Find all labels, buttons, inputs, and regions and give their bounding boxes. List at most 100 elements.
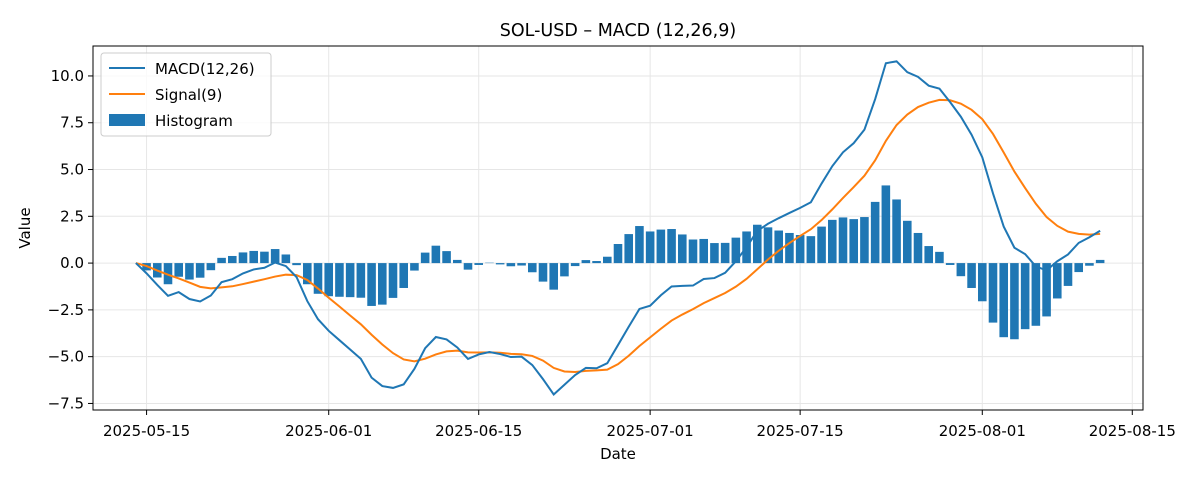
- histogram-bar: [699, 238, 708, 264]
- histogram-bar: [817, 226, 826, 264]
- histogram-bar: [838, 217, 848, 264]
- histogram-bar: [688, 239, 698, 264]
- histogram-bar: [1020, 263, 1030, 330]
- histogram-bar: [870, 201, 880, 264]
- y-axis-label: Value: [16, 207, 34, 248]
- y-axis: 10.0 7.5 5.0 2.5 0.0 −2.5 −5.0 −7.5: [48, 67, 93, 412]
- histogram-bar: [785, 232, 794, 264]
- histogram-bar: [174, 263, 183, 277]
- histogram-bar: [656, 229, 666, 264]
- x-axis: 2025-05-15 2025-06-01 2025-06-15 2025-07-01…: [103, 410, 1176, 440]
- histogram-bar: [1010, 263, 1019, 340]
- macd-line: [135, 60, 1101, 396]
- histogram-bar: [270, 249, 280, 264]
- histogram-bar: [292, 263, 301, 266]
- legend-macd-label: MACD(12,26): [155, 60, 255, 78]
- histogram-bar: [806, 236, 816, 264]
- histogram-bar: [613, 244, 623, 264]
- histogram-bar: [903, 220, 912, 264]
- histogram-bar: [528, 263, 537, 273]
- y-tick-label: −5.0: [48, 348, 84, 366]
- plot-frame: [92, 45, 1144, 411]
- y-tick-label: 0.0: [60, 254, 84, 272]
- x-tick-label: 2025-06-01: [285, 422, 372, 440]
- y-tick-label: −2.5: [48, 301, 84, 319]
- x-tick-label: 2025-08-15: [1089, 422, 1176, 440]
- histogram-bar: [763, 227, 773, 264]
- y-tick-label: 2.5: [60, 207, 84, 225]
- histogram-bar: [624, 234, 633, 264]
- legend-histogram-swatch: [109, 114, 145, 126]
- x-tick-label: 2025-07-01: [607, 422, 694, 440]
- histogram-bar: [988, 263, 998, 323]
- histogram-bar: [678, 234, 687, 264]
- histogram-bar: [238, 252, 248, 264]
- x-tick-label: 2025-08-01: [939, 422, 1026, 440]
- legend-histogram-label: Histogram: [155, 112, 233, 130]
- histogram-bar: [281, 254, 291, 264]
- histogram-bar: [667, 229, 676, 264]
- histogram-bar: [228, 255, 237, 264]
- histogram-bar: [935, 251, 944, 264]
- histogram-bar: [999, 263, 1008, 338]
- histogram-bar: [549, 263, 558, 290]
- histogram-bar: [828, 219, 837, 264]
- histogram-bar: [1085, 263, 1094, 266]
- histogram-bar: [495, 263, 505, 265]
- histogram-bar: [560, 263, 569, 277]
- histogram-bar: [1095, 259, 1105, 264]
- chart-title: SOL-USD – MACD (12,26,9): [500, 21, 736, 41]
- histogram-bar: [195, 263, 205, 278]
- y-tick-label: −7.5: [48, 394, 84, 412]
- histogram-bar: [710, 243, 719, 264]
- histogram-bar: [645, 231, 655, 264]
- histogram-bar: [1074, 263, 1083, 273]
- histogram-bar: [892, 199, 901, 264]
- histogram-bar: [217, 257, 226, 264]
- histogram-bar: [356, 263, 366, 298]
- x-tick-label: 2025-05-15: [103, 422, 190, 440]
- histogram-bar: [570, 263, 580, 267]
- x-tick-label: 2025-07-15: [757, 422, 844, 440]
- legend: MACD(12,26) Signal(9) Histogram: [100, 52, 272, 137]
- histogram-bar: [581, 260, 591, 264]
- histogram-bar: [463, 263, 473, 270]
- histogram-bar: [603, 256, 612, 264]
- histogram-bar: [731, 237, 741, 264]
- histogram-bar: [795, 235, 805, 264]
- histogram-bar: [849, 219, 858, 264]
- histogram-bar: [860, 217, 869, 264]
- histogram-bar: [313, 263, 323, 294]
- signal-line: [135, 98, 1101, 374]
- histogram-bars: [131, 185, 1105, 340]
- histogram-bar: [753, 224, 762, 264]
- histogram-bar: [1063, 263, 1073, 286]
- histogram-bar: [249, 250, 258, 264]
- histogram-bar: [431, 245, 441, 264]
- y-tick-label: 5.0: [60, 161, 84, 179]
- histogram-bar: [978, 263, 987, 302]
- legend-signal-label: Signal(9): [155, 86, 222, 104]
- histogram-bar: [324, 263, 333, 297]
- histogram-bar: [442, 251, 451, 264]
- histogram-bar: [474, 263, 483, 265]
- histogram-bar: [388, 263, 398, 298]
- histogram-bar: [378, 263, 387, 305]
- histogram-bar: [303, 263, 312, 285]
- histogram-bar: [913, 232, 923, 264]
- histogram-bar: [1031, 263, 1041, 326]
- y-tick-label: 10.0: [51, 67, 84, 85]
- histogram-bar: [206, 263, 216, 271]
- histogram-bar: [335, 263, 344, 297]
- histogram-bar: [420, 252, 430, 264]
- histogram-bar: [367, 263, 376, 306]
- histogram-bar: [774, 230, 783, 264]
- histogram-bar: [506, 263, 516, 267]
- histogram-bar: [924, 246, 933, 264]
- y-tick-label: 7.5: [60, 114, 84, 132]
- histogram-bar: [538, 263, 548, 282]
- histogram-bar: [720, 242, 730, 264]
- histogram-bar: [635, 226, 644, 264]
- histogram-bar: [410, 263, 419, 271]
